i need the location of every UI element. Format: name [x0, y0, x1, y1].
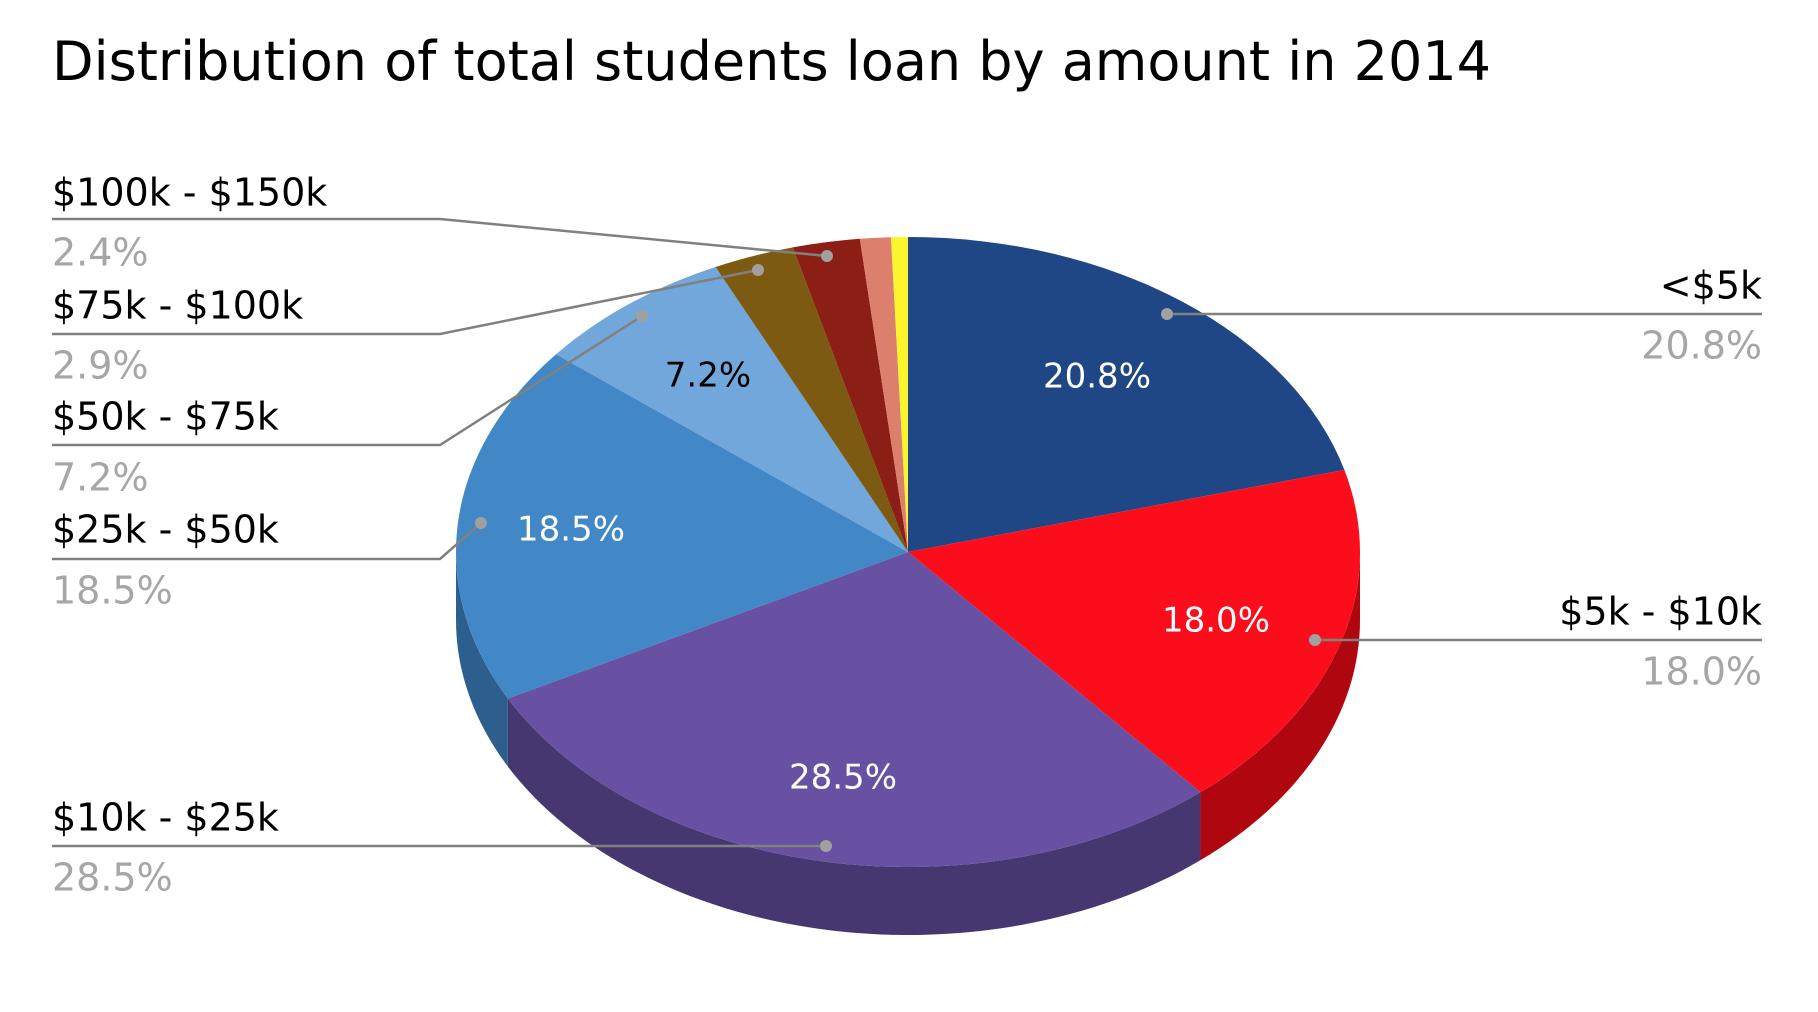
slice-100k-150k[interactable] — [792, 238, 908, 552]
slice-category-label-10k-25k: $10k - $25k — [52, 796, 279, 840]
slice-value-label-75k-100k: 2.9% — [52, 344, 149, 388]
slice-category-label-5k: <$5k — [1660, 264, 1762, 308]
slice-category-label-25k-50k: $25k - $50k — [52, 508, 279, 552]
leader-line-75k-100k — [52, 268, 759, 336]
slice-value-label-10k-25k: 28.5% — [52, 856, 173, 900]
slice-25k-50k[interactable] — [455, 354, 908, 699]
leader-dot-100k-150k — [821, 250, 833, 262]
slice-inner-label-10k-25k: 28.5% — [789, 758, 897, 798]
leader-line-100k-150k — [52, 217, 828, 258]
slice-slice-8[interactable] — [890, 237, 908, 552]
pie-slices-layer — [455, 237, 1360, 867]
slice-5k[interactable] — [908, 237, 1345, 552]
leader-line-25k-50k — [52, 522, 482, 561]
slice-side-25k-50k — [456, 552, 508, 767]
slice-value-label-100k-150k: 2.4% — [52, 231, 149, 275]
pie-depth-layer — [456, 552, 1360, 935]
leader-lines-layer — [52, 217, 1762, 852]
slice-75k-100k[interactable] — [715, 247, 908, 552]
slice-value-label-5k-10k: 18.0% — [1641, 650, 1762, 694]
slice-slice-7[interactable] — [859, 237, 908, 552]
slice-5k-10k[interactable] — [908, 469, 1360, 793]
slice-value-label-50k-75k: 7.2% — [52, 456, 149, 500]
leader-dot-5k-10k — [1309, 634, 1321, 646]
slice-50k-75k[interactable] — [556, 266, 908, 552]
slice-category-label-5k-10k: $5k - $10k — [1559, 590, 1762, 634]
slice-inner-label-50k-75k: 7.2% — [665, 356, 751, 396]
leader-dot-75k-100k — [752, 264, 764, 276]
slice-10k-25k[interactable] — [507, 552, 1201, 867]
slice-inner-label-5k: 20.8% — [1043, 357, 1151, 397]
slice-value-label-25k-50k: 18.5% — [52, 569, 173, 613]
leader-dot-25k-50k — [475, 517, 487, 529]
slice-category-label-50k-75k: $50k - $75k — [52, 395, 279, 439]
slice-inner-label-5k-10k: 18.0% — [1162, 601, 1270, 641]
leader-dot-50k-75k — [636, 310, 648, 322]
leader-dot-5k — [1161, 308, 1173, 320]
slice-side-10k-25k — [507, 698, 1201, 935]
chart-title: Distribution of total students loan by a… — [52, 30, 1491, 93]
slice-side-5k-10k — [1200, 552, 1360, 861]
slice-inner-label-25k-50k: 18.5% — [517, 510, 625, 550]
leader-dot-10k-25k — [820, 840, 832, 852]
leader-line-50k-75k — [52, 314, 643, 447]
slice-category-label-100k-150k: $100k - $150k — [52, 171, 327, 215]
slice-labels-layer: 20.8% 18.0% 28.5% 18.5% 7.2% <$5k 20.8% $5k - $… — [52, 171, 1762, 900]
slice-value-label-5k: 20.8% — [1641, 324, 1762, 368]
slice-category-label-75k-100k: $75k - $100k — [52, 284, 303, 328]
